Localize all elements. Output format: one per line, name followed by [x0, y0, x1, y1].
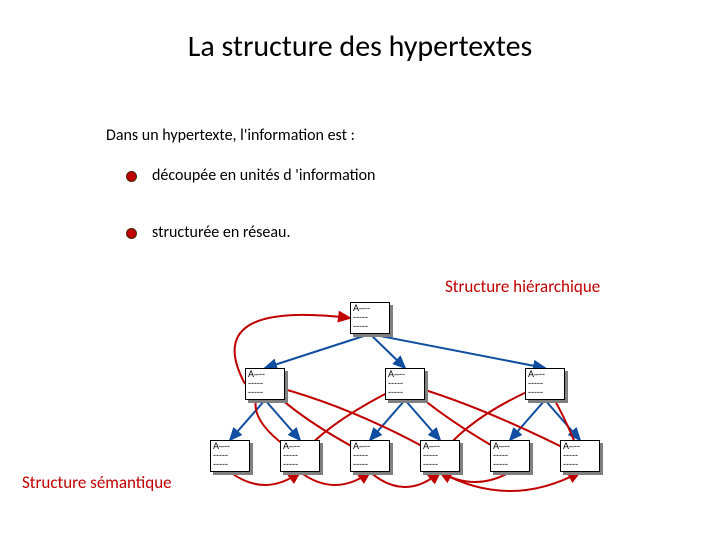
diagram-node: A–------------ — [385, 368, 425, 400]
diagram-node: A–------------ — [280, 440, 320, 472]
intro-text: Dans un hypertexte, l'information est : — [106, 126, 355, 145]
diagram-node: A–------------ — [490, 440, 530, 472]
diagram-node: A–------------ — [350, 440, 390, 472]
diagram-node: A–------------ — [525, 368, 565, 400]
label-semantique: Structure sémantique — [22, 472, 172, 493]
page-title: La structure des hypertextes — [0, 28, 720, 65]
label-hierarchique: Structure hiérarchique — [445, 276, 600, 297]
bullet-text: structurée en réseau. — [152, 223, 291, 242]
bullet-dot — [126, 228, 137, 239]
diagram-node: A–------------ — [420, 440, 460, 472]
bullet-dot — [126, 171, 137, 182]
diagram-node: A–------------ — [210, 440, 250, 472]
bullet-text: découpée en unités d 'information — [152, 166, 375, 185]
diagram-node: A–------------ — [560, 440, 600, 472]
diagram-node: A–------------ — [245, 368, 285, 400]
diagram-node: A–------------ — [350, 302, 390, 334]
